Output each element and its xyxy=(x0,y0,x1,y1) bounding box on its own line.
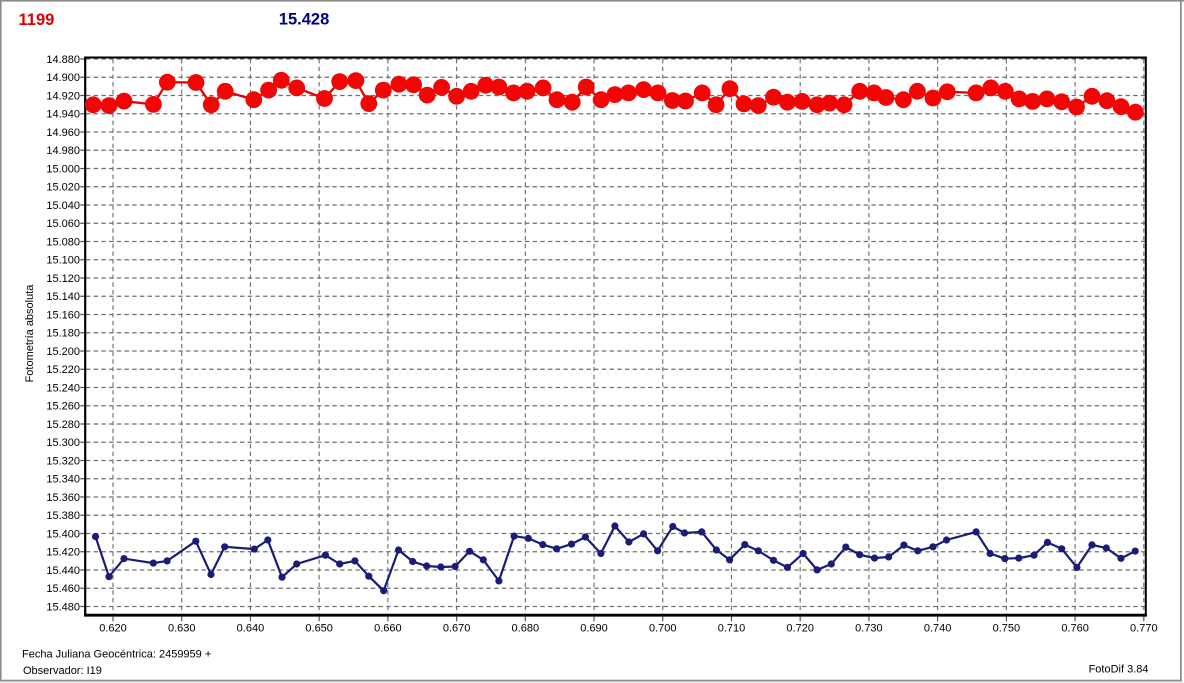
svg-text:15.480: 15.480 xyxy=(46,601,80,613)
svg-text:15.220: 15.220 xyxy=(46,364,80,376)
svg-text:15.120: 15.120 xyxy=(46,273,80,285)
svg-text:0.730: 0.730 xyxy=(855,623,883,635)
svg-text:15.140: 15.140 xyxy=(46,291,80,303)
svg-text:0.740: 0.740 xyxy=(924,623,952,635)
svg-text:FotoDif 3.84: FotoDif 3.84 xyxy=(1089,664,1149,676)
svg-text:0.710: 0.710 xyxy=(718,623,746,635)
svg-text:15.460: 15.460 xyxy=(46,583,80,595)
svg-text:0.720: 0.720 xyxy=(786,623,814,635)
svg-text:0.630: 0.630 xyxy=(168,623,196,635)
svg-text:0.690: 0.690 xyxy=(580,623,608,635)
svg-text:Fotometría absoluta: Fotometría absoluta xyxy=(24,284,36,383)
svg-text:14.960: 14.960 xyxy=(46,127,80,139)
svg-text:0.770: 0.770 xyxy=(1130,623,1158,635)
svg-text:15.060: 15.060 xyxy=(46,218,80,230)
svg-text:14.920: 14.920 xyxy=(46,90,80,102)
svg-text:14.880: 14.880 xyxy=(46,54,80,66)
svg-text:0.680: 0.680 xyxy=(512,623,540,635)
svg-text:15.340: 15.340 xyxy=(46,474,80,486)
svg-text:15.420: 15.420 xyxy=(46,547,80,559)
svg-text:0.670: 0.670 xyxy=(443,623,471,635)
svg-text:14.900: 14.900 xyxy=(46,72,80,84)
svg-text:0.660: 0.660 xyxy=(374,623,402,635)
svg-text:15.400: 15.400 xyxy=(46,528,80,540)
svg-text:15.320: 15.320 xyxy=(46,455,80,467)
svg-text:15.260: 15.260 xyxy=(46,401,80,413)
svg-text:15.280: 15.280 xyxy=(46,419,80,431)
svg-text:15.200: 15.200 xyxy=(46,346,80,358)
svg-text:15.040: 15.040 xyxy=(46,200,80,212)
svg-text:Observador: I19: Observador: I19 xyxy=(23,665,102,677)
svg-text:15.180: 15.180 xyxy=(46,328,80,340)
svg-text:0.700: 0.700 xyxy=(649,623,677,635)
svg-text:1199: 1199 xyxy=(19,11,55,29)
svg-text:0.620: 0.620 xyxy=(99,623,127,635)
svg-text:15.440: 15.440 xyxy=(46,565,80,577)
svg-text:0.760: 0.760 xyxy=(1061,623,1089,635)
svg-text:Fecha Juliana Geocéntrica: 245: Fecha Juliana Geocéntrica: 2459959 + xyxy=(22,649,211,661)
svg-text:15.080: 15.080 xyxy=(46,236,80,248)
svg-text:15.100: 15.100 xyxy=(46,255,80,267)
svg-text:14.980: 14.980 xyxy=(46,145,80,157)
svg-text:0.650: 0.650 xyxy=(305,623,333,635)
svg-text:15.428: 15.428 xyxy=(279,11,329,29)
svg-text:15.020: 15.020 xyxy=(46,182,80,194)
svg-text:14.940: 14.940 xyxy=(46,109,80,121)
svg-text:15.000: 15.000 xyxy=(46,163,80,175)
svg-text:15.300: 15.300 xyxy=(46,437,80,449)
svg-text:15.240: 15.240 xyxy=(46,382,80,394)
svg-text:0.750: 0.750 xyxy=(993,623,1021,635)
svg-text:15.160: 15.160 xyxy=(46,309,80,321)
svg-text:15.360: 15.360 xyxy=(46,492,80,504)
svg-text:15.380: 15.380 xyxy=(46,510,80,522)
svg-text:0.640: 0.640 xyxy=(237,623,265,635)
